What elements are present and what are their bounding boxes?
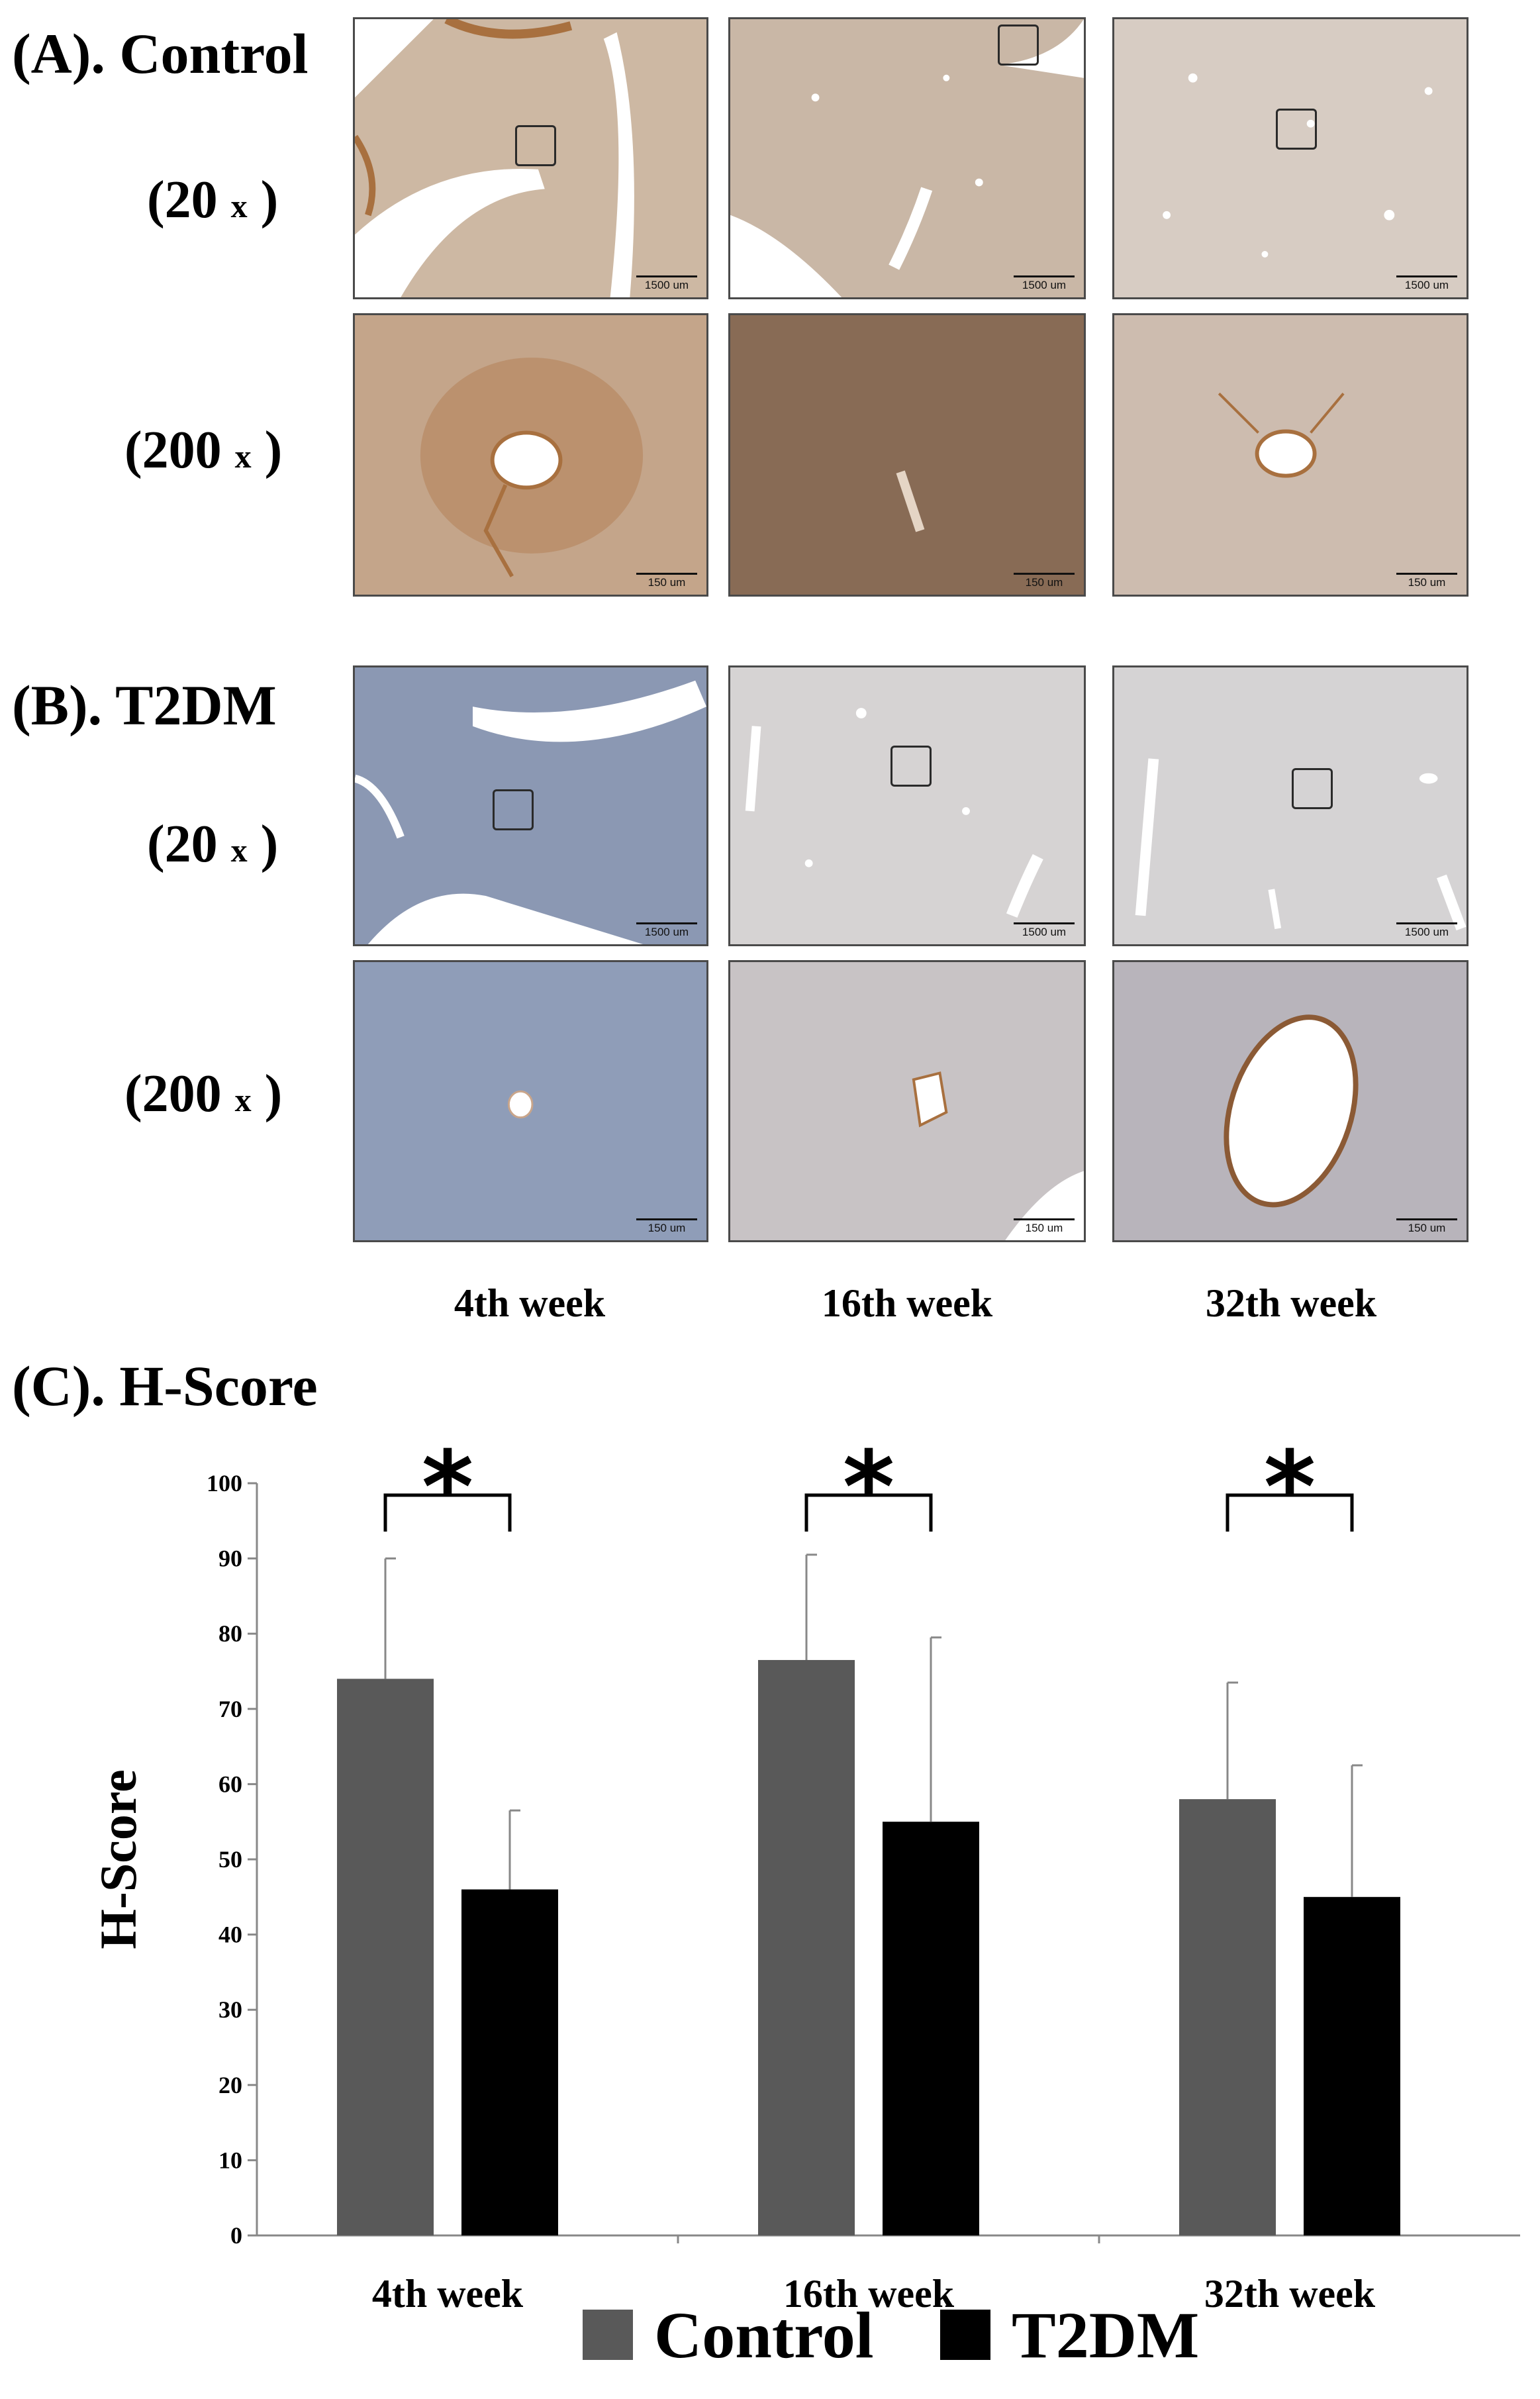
mag-label-b-200x: (200 x ) bbox=[124, 1067, 282, 1120]
scale-bar: 1500 um bbox=[1396, 275, 1457, 292]
y-tick-label: 0 bbox=[230, 2222, 242, 2249]
mag-label-a-20x: (20 x ) bbox=[147, 173, 278, 226]
scale-bar-label: 1500 um bbox=[644, 279, 689, 291]
inset-box bbox=[515, 125, 556, 166]
micrograph-t2dm-4w-20x: 1500 um bbox=[353, 665, 708, 946]
y-tick-label: 50 bbox=[218, 1846, 242, 1873]
bar-control-2 bbox=[758, 1659, 855, 2235]
scale-bar-label: 150 um bbox=[1408, 1222, 1446, 1234]
column-label-16th-week: 16th week bbox=[821, 1281, 993, 1325]
legend-label-t2dm: T2DM bbox=[1012, 2298, 1199, 2372]
scale-bar: 1500 um bbox=[1014, 922, 1075, 939]
scale-bar-label: 150 um bbox=[1408, 576, 1446, 589]
bar-control-1 bbox=[337, 1679, 434, 2235]
scale-bar-label: 1500 um bbox=[644, 926, 689, 938]
micrograph-control-16w-200x: 150 um bbox=[728, 313, 1086, 597]
mag-x: x bbox=[230, 832, 248, 869]
mag-value: (20 bbox=[147, 171, 218, 229]
scale-bar: 150 um bbox=[636, 1218, 697, 1235]
scale-bar-label: 150 um bbox=[648, 576, 686, 589]
scale-bar-label: 150 um bbox=[648, 1222, 686, 1234]
micrograph-t2dm-16w-200x: 150 um bbox=[728, 960, 1086, 1242]
y-tick-label: 10 bbox=[218, 2147, 242, 2173]
y-tick-label: 100 bbox=[207, 1470, 242, 1496]
scale-bar: 150 um bbox=[1014, 1218, 1075, 1235]
mag-label-b-20x: (20 x ) bbox=[147, 818, 278, 871]
bar-control-3 bbox=[1179, 1799, 1276, 2235]
mag-label-a-200x: (200 x ) bbox=[124, 424, 282, 477]
y-tick-label: 90 bbox=[218, 1545, 242, 1572]
x-category-label: 16th week bbox=[783, 2272, 955, 2316]
mag-x: x bbox=[230, 187, 248, 224]
scale-bar: 1500 um bbox=[636, 922, 697, 939]
micrograph-t2dm-16w-20x: 1500 um bbox=[728, 665, 1086, 946]
bar-t2dm-1 bbox=[461, 1889, 558, 2235]
micrograph-t2dm-4w-200x: 150 um bbox=[353, 960, 708, 1242]
scale-bar: 150 um bbox=[1396, 573, 1457, 589]
micrograph-t2dm-32w-200x: 150 um bbox=[1112, 960, 1468, 1242]
scale-bar: 1500 um bbox=[1396, 922, 1457, 939]
scale-bar: 150 um bbox=[636, 573, 697, 589]
scale-bar-label: 150 um bbox=[1025, 576, 1063, 589]
legend-swatch-t2dm bbox=[940, 2310, 990, 2360]
bar-t2dm-3 bbox=[1304, 1896, 1400, 2235]
micrograph-control-16w-20x: 1500 um bbox=[728, 17, 1086, 299]
micrograph-control-4w-200x: 150 um bbox=[353, 313, 708, 597]
mag-close: ) bbox=[260, 815, 279, 873]
legend-label-control: Control bbox=[654, 2298, 874, 2372]
mag-close: ) bbox=[260, 171, 279, 229]
x-category-label: 32th week bbox=[1204, 2272, 1376, 2316]
mag-value: (200 bbox=[124, 421, 222, 479]
y-tick-label: 20 bbox=[218, 2072, 242, 2098]
inset-box bbox=[1292, 768, 1333, 809]
legend-swatch-control bbox=[583, 2310, 633, 2360]
significance-bracket bbox=[804, 1493, 933, 1532]
mag-value: (20 bbox=[147, 815, 218, 873]
panel-a-title: (A). Control bbox=[12, 22, 309, 85]
scale-bar: 150 um bbox=[1396, 1218, 1457, 1235]
bar-t2dm-2 bbox=[883, 1822, 979, 2235]
y-axis-title: H-Score bbox=[89, 1769, 147, 1949]
scale-bar-label: 1500 um bbox=[1404, 279, 1449, 291]
scale-bar-label: 1500 um bbox=[1022, 926, 1067, 938]
significance-marker: * bbox=[1264, 1430, 1316, 1545]
scale-bar-label: 150 um bbox=[1025, 1222, 1063, 1234]
panel-c-title: (C). H-Score bbox=[12, 1354, 318, 1418]
inset-box bbox=[1276, 109, 1317, 150]
inset-box bbox=[998, 24, 1039, 66]
inset-box bbox=[493, 789, 534, 830]
scale-bar: 150 um bbox=[1014, 573, 1075, 589]
mag-value: (200 bbox=[124, 1065, 222, 1123]
mag-x: x bbox=[234, 438, 252, 475]
y-tick-label: 30 bbox=[218, 1996, 242, 2023]
column-label-4th-week: 4th week bbox=[454, 1281, 606, 1325]
scale-bar: 1500 um bbox=[636, 275, 697, 292]
significance-marker: * bbox=[422, 1430, 473, 1545]
scale-bar: 1500 um bbox=[1014, 275, 1075, 292]
mag-close: ) bbox=[264, 421, 283, 479]
micrograph-control-32w-200x: 150 um bbox=[1112, 313, 1468, 597]
significance-bracket bbox=[1226, 1493, 1354, 1532]
x-category-label: 4th week bbox=[372, 2272, 524, 2316]
scale-bar-label: 1500 um bbox=[1404, 926, 1449, 938]
chart-plot-area: 0 10 20 30 40 50 60 70 80 90 100 H-Score * 4th week * 1… bbox=[89, 1430, 1520, 2372]
micrograph-control-4w-20x: 1500 um bbox=[353, 17, 708, 299]
y-tick-label: 70 bbox=[218, 1696, 242, 1722]
micrograph-t2dm-32w-20x: 1500 um bbox=[1112, 665, 1468, 946]
significance-bracket bbox=[383, 1493, 512, 1532]
micrograph-control-32w-20x: 1500 um bbox=[1112, 17, 1468, 299]
h-score-bar-chart: 0 10 20 30 40 50 60 70 80 90 100 H-Score * 4th week * 1… bbox=[89, 1430, 1520, 2372]
column-label-32th-week: 32th week bbox=[1205, 1281, 1377, 1325]
significance-marker: * bbox=[843, 1430, 894, 1545]
y-tick-label: 40 bbox=[218, 1922, 242, 1948]
scale-bar-label: 1500 um bbox=[1022, 279, 1067, 291]
inset-box bbox=[890, 746, 932, 787]
mag-close: ) bbox=[264, 1065, 283, 1123]
y-tick-label: 60 bbox=[218, 1771, 242, 1797]
panel-b-title: (B). T2DM bbox=[12, 673, 277, 737]
y-tick-label: 80 bbox=[218, 1620, 242, 1647]
mag-x: x bbox=[234, 1081, 252, 1118]
